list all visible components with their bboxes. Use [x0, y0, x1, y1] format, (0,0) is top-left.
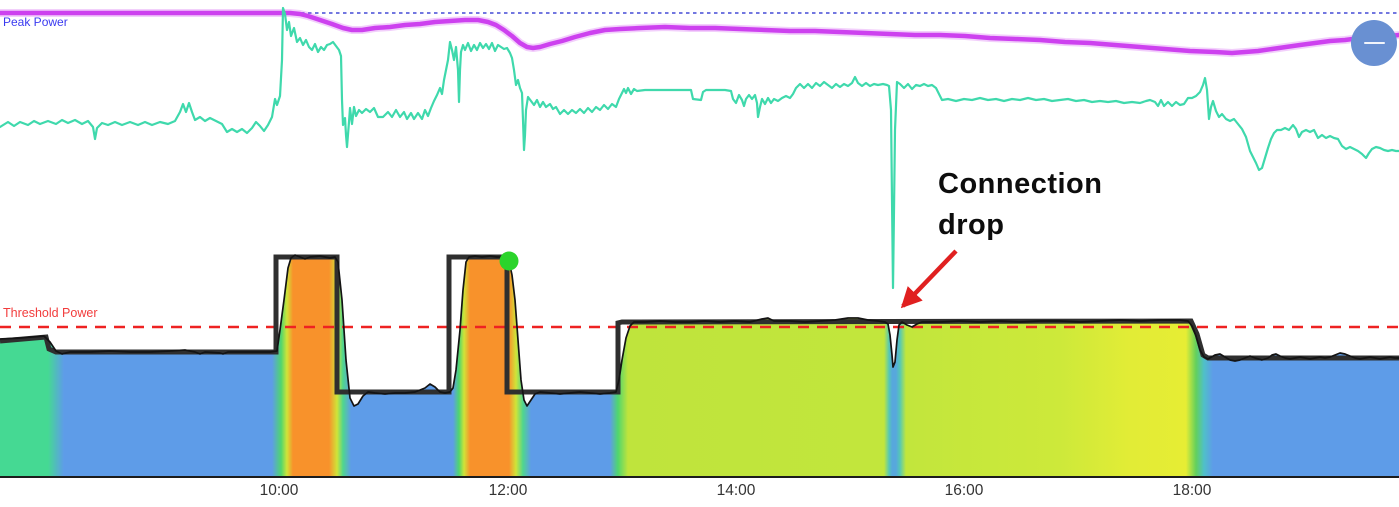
- peak-power-line-glow: [0, 9, 1399, 57]
- x-axis-ticks: 10:00 12:00 14:00 16:00 18:00: [260, 482, 1212, 499]
- connection-drop-arrow: [900, 249, 958, 309]
- x-tick-label: 10:00: [260, 482, 299, 499]
- minus-icon: [1363, 41, 1385, 45]
- x-tick-label: 12:00: [489, 482, 528, 499]
- threshold-power-label: Threshold Power: [3, 306, 98, 320]
- x-tick-label: 14:00: [717, 482, 756, 499]
- power-zone-area: [0, 255, 1399, 477]
- connection-drop-annotation: Connection drop: [938, 168, 1103, 242]
- actual-power-line: [0, 254, 1399, 407]
- zoom-out-button[interactable]: [1351, 20, 1397, 66]
- x-tick-label: 16:00: [945, 482, 984, 499]
- x-tick-label: 18:00: [1173, 482, 1212, 499]
- selected-point-marker[interactable]: [499, 251, 519, 271]
- peak-power-line: [0, 10, 1399, 56]
- peak-power-label: Peak Power: [3, 15, 68, 29]
- heart-rate-line: [0, 6, 1399, 290]
